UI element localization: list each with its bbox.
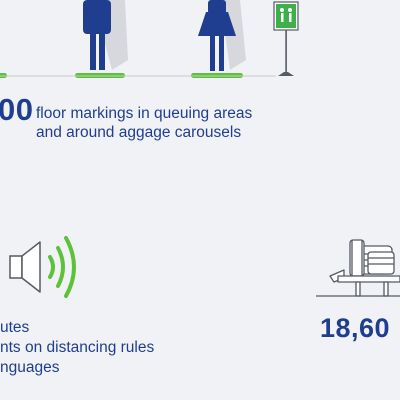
announcements-text-line2: nts on distancing rules (0, 339, 155, 356)
speaker-illustration (0, 226, 100, 316)
carousel-stat-figure: 18,60 (320, 313, 391, 343)
baggage-carousel-illustration (312, 236, 400, 306)
exit-sign-icon (273, 1, 299, 76)
announcements-text-line3: nguages (0, 359, 60, 376)
baggage-carousel-icon (316, 239, 400, 297)
floor-markings-figure: 00 (0, 92, 34, 127)
speaker-icon (9, 241, 41, 293)
man-figure-icon (75, 0, 128, 78)
floor-markings-text-line2: and around aggage carousels (36, 124, 242, 141)
sound-waves-icon (48, 236, 76, 298)
floor-markings-illustration (0, 0, 320, 90)
floor-markings-text-line1: floor markings in queuing areas (36, 105, 253, 122)
announcements-text-line1: utes (0, 319, 30, 336)
woman-figure-icon (191, 0, 246, 78)
